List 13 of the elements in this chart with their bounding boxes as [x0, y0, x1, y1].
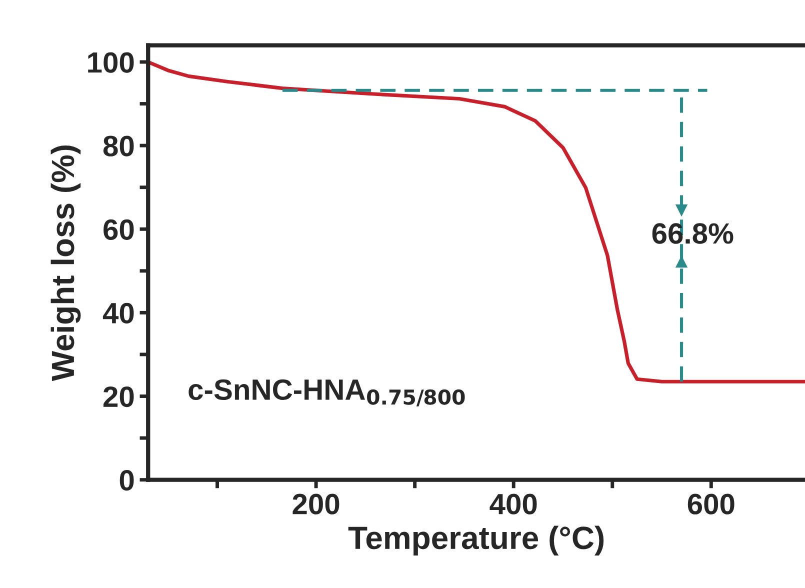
x-tick-label: 600	[688, 494, 734, 514]
y-axis-title: Weight loss (%)	[50, 146, 81, 382]
y-tick-label: 40	[102, 302, 134, 324]
x-tick-label: 200	[292, 494, 340, 514]
y-tick-label: 20	[104, 386, 134, 408]
y-tick-label: 0	[120, 470, 134, 491]
annotation: 66.8%	[652, 223, 734, 244]
y-tick-label: 100	[88, 52, 134, 73]
x-tick-label: 400	[490, 494, 537, 514]
y-tick-label: 60	[104, 219, 134, 240]
annotation: c-SnNC-HNA$_{0.75/800}$	[188, 379, 465, 406]
y-tick-label: 80	[103, 136, 134, 156]
x-axis-title: Temperature (°C)	[348, 526, 604, 556]
